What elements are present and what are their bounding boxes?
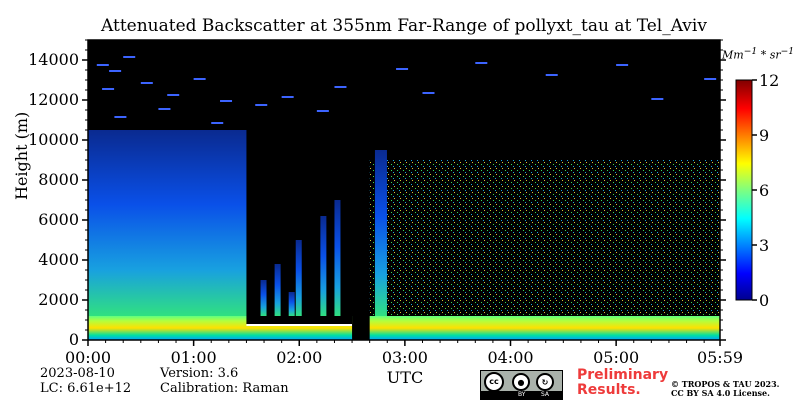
x-tick-label: 00:00 xyxy=(65,348,111,367)
cloud-base-line xyxy=(246,324,353,326)
aerosol-plume xyxy=(274,264,281,316)
aerosol-plume xyxy=(295,240,302,316)
colorbar-unit-label: Mm−1 * sr−1 xyxy=(722,46,795,62)
copyright-notice: © TROPOS & TAU 2023. CC BY SA 4.0 Licens… xyxy=(671,380,799,398)
cloud-streak xyxy=(167,94,180,96)
x-tick-label: 01:00 xyxy=(171,348,217,367)
cloud-streak xyxy=(193,78,206,80)
cloud-streak xyxy=(334,86,347,88)
y-tick-label: 4000 xyxy=(38,250,79,269)
by-label: BY xyxy=(518,391,526,398)
preliminary-notice: Preliminary Results. xyxy=(577,368,687,398)
colorbar-gradient xyxy=(735,79,753,301)
date-label: 2023-08-10 xyxy=(40,366,115,381)
cloud-streak xyxy=(158,108,171,110)
dense-cloud-region xyxy=(88,130,247,316)
colorbar-tick-label: 9 xyxy=(759,126,769,145)
y-tick-label: 6000 xyxy=(38,210,79,229)
colorbar-tick-label: 0 xyxy=(759,291,769,310)
cloud-streak xyxy=(211,122,224,124)
cloud-streak xyxy=(123,56,136,58)
colorbar: 0 3 6 9 12 xyxy=(735,71,779,310)
cloud-streak xyxy=(140,82,153,84)
sparse-signal-region xyxy=(369,160,720,316)
cloud-streak xyxy=(545,74,558,76)
y-tick-label: 12000 xyxy=(28,90,79,109)
colorbar-tick-label: 3 xyxy=(759,236,769,255)
data-gap xyxy=(352,40,370,340)
x-tick-label: 02:00 xyxy=(276,348,322,367)
cloud-streak xyxy=(422,92,435,94)
colorbar-tick-label: 6 xyxy=(759,181,769,200)
y-tick-label: 8000 xyxy=(38,170,79,189)
chart-title: Attenuated Backscatter at 355nm Far-Rang… xyxy=(101,16,707,36)
plot-area xyxy=(87,39,721,341)
cloud-streak xyxy=(114,116,127,118)
version-label: Version: 3.6 xyxy=(160,366,239,381)
cloud-streak xyxy=(475,62,488,64)
cloud-streak xyxy=(396,68,409,70)
cloud-streak xyxy=(616,64,629,66)
share-alike-icon: ↻ xyxy=(536,373,554,391)
y-tick-label: 10000 xyxy=(28,130,79,149)
colorbar-tick-label: 12 xyxy=(759,71,779,90)
low-layer-clear xyxy=(246,316,353,324)
x-tick-label: 03:00 xyxy=(382,348,428,367)
aerosol-plume xyxy=(260,280,267,316)
attribution-icon: ● xyxy=(512,373,530,391)
aerosol-plume xyxy=(288,292,295,316)
x-tick-label: 05:00 xyxy=(593,348,639,367)
cc-icon: cc xyxy=(484,372,504,392)
cloud-streak xyxy=(220,100,233,102)
aerosol-plume xyxy=(334,200,341,316)
preliminary-line-2: Results. xyxy=(577,382,641,398)
cc-license-badge: cc ● ↻ BY SA xyxy=(480,370,563,400)
copyright-line-1: © TROPOS & TAU 2023. xyxy=(671,379,780,389)
cloud-streak xyxy=(704,78,717,80)
aerosol-plume xyxy=(374,150,387,316)
cloud-streak xyxy=(96,64,109,66)
cloud-streak xyxy=(109,70,122,72)
cloud-streak xyxy=(102,88,115,90)
lc-label: LC: 6.61e+12 xyxy=(40,381,132,396)
copyright-line-2: CC BY SA 4.0 License. xyxy=(671,388,770,398)
x-tick-label: 04:00 xyxy=(487,348,533,367)
cloud-streak xyxy=(255,104,268,106)
x-tick-label: 05:59 xyxy=(697,348,743,367)
license-bar: BY SA xyxy=(481,391,562,399)
boundary-layer-band xyxy=(88,316,720,340)
x-axis: 00:00 01:00 02:00 03:00 04:00 05:00 05:59 xyxy=(65,340,743,367)
sa-label: SA xyxy=(541,391,550,398)
y-tick-label: 2000 xyxy=(38,290,79,309)
preliminary-line-1: Preliminary xyxy=(577,367,669,383)
y-tick-label: 0 xyxy=(69,330,79,349)
y-axis: 0 2000 4000 6000 8000 10000 12000 14000 xyxy=(28,39,726,349)
cloud-streak xyxy=(651,98,664,100)
calibration-label: Calibration: Raman xyxy=(160,381,289,396)
y-tick-label: 14000 xyxy=(28,50,79,69)
cloud-streak xyxy=(281,96,294,98)
aerosol-plume xyxy=(320,216,327,316)
x-axis-label: UTC xyxy=(386,368,424,387)
cloud-streak xyxy=(316,110,329,112)
